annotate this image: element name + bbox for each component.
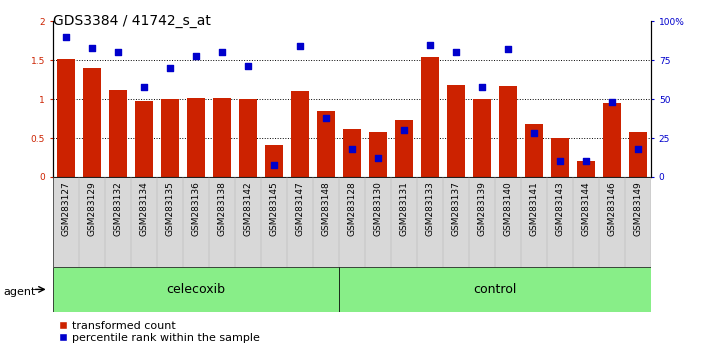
Text: GSM283145: GSM283145 [270,182,279,236]
Point [398,127,410,133]
Text: GSM283144: GSM283144 [582,182,591,236]
Bar [187,98,205,177]
Bar [551,138,570,177]
Text: GSM283148: GSM283148 [322,182,330,236]
Bar [83,68,101,177]
Point [294,43,306,49]
Point [372,155,384,161]
Text: GSM283134: GSM283134 [139,182,149,236]
Point [503,46,514,52]
Text: GSM283146: GSM283146 [608,182,617,236]
Point [425,42,436,47]
Bar [603,103,622,177]
Point [216,50,227,55]
Point [190,53,201,58]
Text: GSM283130: GSM283130 [374,182,382,236]
Text: GSM283141: GSM283141 [529,182,539,236]
Point [164,65,175,71]
Point [607,99,618,105]
Point [529,131,540,136]
Bar [447,85,465,177]
Point [112,50,123,55]
Bar [339,267,651,312]
Text: GSM283128: GSM283128 [348,182,356,236]
Point [633,146,644,152]
Bar [421,57,439,177]
Text: GSM283139: GSM283139 [477,182,486,236]
Text: celecoxib: celecoxib [166,283,225,296]
Legend: transformed count, percentile rank within the sample: transformed count, percentile rank withi… [58,321,260,343]
Bar [473,99,491,177]
Text: GSM283138: GSM283138 [218,182,227,236]
Bar [53,267,339,312]
Bar [343,129,361,177]
Point [581,159,592,164]
Text: GSM283149: GSM283149 [634,182,643,236]
Bar [265,145,283,177]
Bar [53,177,651,267]
Bar [134,102,153,177]
Text: GSM283136: GSM283136 [191,182,201,236]
Bar [369,132,387,177]
Text: GSM283147: GSM283147 [296,182,304,236]
Text: GSM283131: GSM283131 [400,182,408,236]
Text: agent: agent [4,287,36,297]
Text: GSM283137: GSM283137 [451,182,460,236]
Bar [577,161,596,177]
Point [451,50,462,55]
Point [86,45,97,51]
Point [346,146,358,152]
Bar [57,59,75,177]
Text: control: control [473,283,517,296]
Text: GDS3384 / 41742_s_at: GDS3384 / 41742_s_at [53,14,210,28]
Text: GSM283129: GSM283129 [87,182,96,236]
Point [242,64,253,69]
Text: GSM283142: GSM283142 [244,182,253,236]
Text: GSM283140: GSM283140 [503,182,513,236]
Point [60,34,71,40]
Bar [317,111,335,177]
Bar [161,99,179,177]
Text: GSM283133: GSM283133 [425,182,434,236]
Point [555,159,566,164]
Bar [108,90,127,177]
Bar [239,99,257,177]
Point [320,115,332,121]
Point [268,162,279,167]
Bar [629,132,647,177]
Point [477,84,488,90]
Point [138,84,149,90]
Bar [499,86,517,177]
Text: GSM283127: GSM283127 [61,182,70,236]
Text: GSM283143: GSM283143 [555,182,565,236]
Text: GSM283135: GSM283135 [165,182,175,236]
Bar [291,91,309,177]
Bar [525,124,543,177]
Text: GSM283132: GSM283132 [113,182,122,236]
Bar [213,98,231,177]
Bar [395,120,413,177]
